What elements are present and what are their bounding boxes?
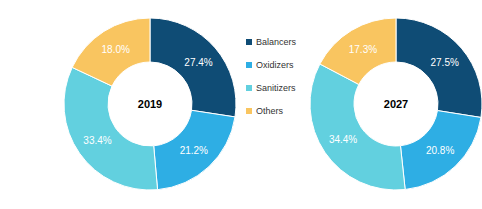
slice bbox=[320, 18, 396, 84]
legend-swatch bbox=[246, 85, 252, 91]
data-label: 18.0% bbox=[102, 44, 130, 55]
legend-swatch bbox=[246, 39, 252, 45]
legend-swatch bbox=[246, 62, 252, 68]
slice bbox=[72, 18, 150, 86]
data-label: 33.4% bbox=[83, 135, 111, 146]
legend: Balancers Oxidizers Sanitizers Others bbox=[246, 37, 297, 116]
slice bbox=[154, 110, 235, 189]
slice bbox=[396, 18, 482, 117]
data-label: 17.3% bbox=[349, 44, 377, 55]
data-label: 21.2% bbox=[180, 145, 208, 156]
legend-label: Others bbox=[256, 106, 284, 116]
legend-item: Sanitizers bbox=[246, 83, 296, 93]
slice bbox=[150, 18, 236, 117]
donut-1: 27.5% 20.8% 34.4% 17.3% 2027 bbox=[310, 18, 482, 190]
legend-label: Oxidizers bbox=[256, 60, 294, 70]
legend-label: Balancers bbox=[256, 37, 297, 47]
legend-label: Sanitizers bbox=[256, 83, 296, 93]
center-label: 2019 bbox=[138, 98, 162, 110]
data-label: 20.8% bbox=[426, 145, 454, 156]
donut-0: 27.4% 21.2% 33.4% 18.0% 2019 bbox=[64, 18, 236, 190]
legend-swatch bbox=[246, 108, 252, 114]
center-label: 2027 bbox=[384, 98, 408, 110]
data-label: 27.5% bbox=[430, 57, 458, 68]
legend-item: Oxidizers bbox=[246, 60, 294, 70]
data-label: 27.4% bbox=[184, 57, 212, 68]
chart: 27.4% 21.2% 33.4% 18.0% 2019 27.5% 20.8% 34.4% 1… bbox=[0, 0, 482, 209]
data-label: 34.4% bbox=[329, 134, 357, 145]
slice bbox=[400, 111, 480, 190]
legend-item: Others bbox=[246, 106, 284, 116]
legend-item: Balancers bbox=[246, 37, 297, 47]
